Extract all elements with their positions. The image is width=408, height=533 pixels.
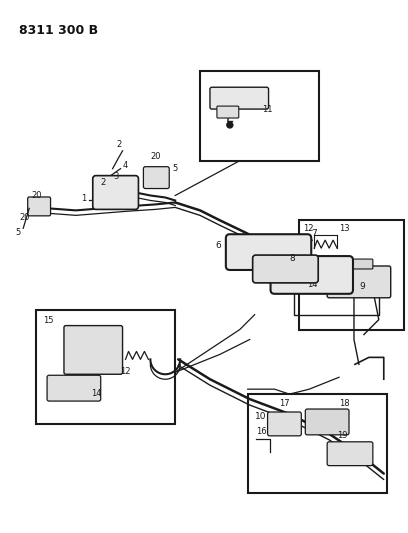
Text: 12: 12 [303,224,314,233]
FancyBboxPatch shape [47,375,101,401]
Text: 12: 12 [121,367,131,376]
Text: 6: 6 [215,240,221,249]
Text: 8311 300 B: 8311 300 B [19,23,98,37]
FancyBboxPatch shape [28,197,51,216]
Bar [299,220,404,329]
Text: 18: 18 [339,399,350,408]
Text: 14: 14 [91,389,101,398]
Text: 8: 8 [289,254,295,263]
FancyBboxPatch shape [268,412,302,436]
Circle shape [227,122,233,128]
Text: 5: 5 [172,164,177,173]
FancyBboxPatch shape [253,255,318,283]
FancyBboxPatch shape [93,175,138,209]
FancyBboxPatch shape [226,234,311,270]
Text: 2: 2 [117,140,122,149]
FancyBboxPatch shape [305,409,349,435]
FancyBboxPatch shape [327,266,391,298]
Text: 20: 20 [31,191,42,200]
Text: 2: 2 [101,177,106,187]
Text: 14: 14 [307,280,318,289]
FancyBboxPatch shape [217,106,239,118]
Text: 7: 7 [311,229,317,238]
Bar [200,71,319,161]
Text: 4: 4 [122,161,128,170]
Text: 1: 1 [81,194,86,203]
FancyBboxPatch shape [144,167,169,189]
FancyBboxPatch shape [64,326,122,374]
Text: 20: 20 [19,213,30,222]
FancyBboxPatch shape [210,87,268,109]
Bar [36,310,175,424]
Text: 9: 9 [359,282,365,292]
Text: 16: 16 [256,427,266,436]
Text: 5: 5 [15,228,20,237]
Text: 3: 3 [113,172,119,181]
Text: 11: 11 [262,105,272,114]
Text: 20: 20 [151,152,161,161]
Text: 10: 10 [255,413,266,422]
FancyBboxPatch shape [327,442,373,466]
Text: 19: 19 [337,431,348,440]
Text: 13: 13 [339,224,350,233]
FancyBboxPatch shape [271,256,353,294]
Text: 15: 15 [43,316,53,325]
Text: 17: 17 [279,399,290,408]
Bar [248,394,387,494]
FancyBboxPatch shape [353,259,373,269]
